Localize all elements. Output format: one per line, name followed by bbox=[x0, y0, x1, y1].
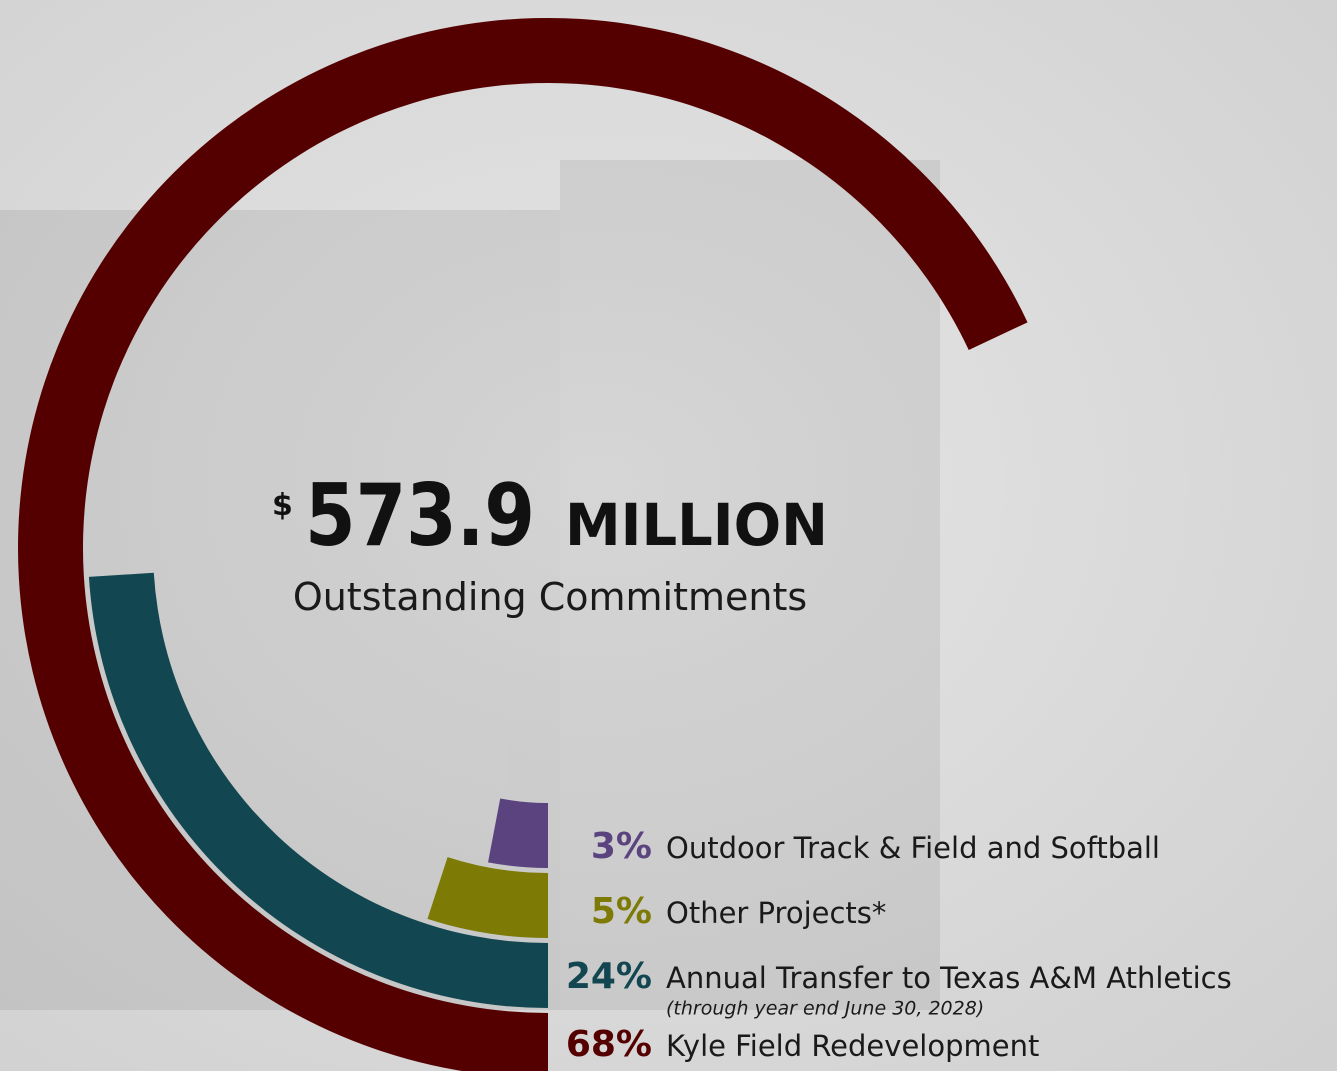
radial-bar bbox=[488, 798, 548, 868]
value-label: 3% bbox=[591, 826, 652, 867]
value-label: 5% bbox=[591, 891, 652, 932]
legend-label: Kyle Field Redevelopment bbox=[666, 1029, 1039, 1063]
legend-note: (through year end June 30, 2028) bbox=[666, 998, 984, 1020]
radial-bar bbox=[88, 572, 548, 1008]
legend: 3% Outdoor Track & Field and Softball 5% Ot… bbox=[566, 826, 1232, 1065]
value-label: 24% bbox=[566, 956, 652, 997]
subtitle: Outstanding Commitments bbox=[293, 575, 807, 619]
currency: $ bbox=[272, 488, 293, 523]
legend-label: Other Projects* bbox=[666, 896, 886, 930]
title-unit: MILLION bbox=[565, 491, 828, 559]
title: 573.9 bbox=[305, 466, 535, 566]
radial-bar bbox=[427, 857, 548, 938]
headline: $ 573.9 MILLION bbox=[272, 466, 828, 566]
legend-label: Annual Transfer to Texas A&M Athletics bbox=[666, 961, 1232, 995]
value-label: 68% bbox=[566, 1024, 652, 1065]
legend-label: Outdoor Track & Field and Softball bbox=[666, 831, 1160, 865]
arcs bbox=[18, 18, 1028, 1071]
